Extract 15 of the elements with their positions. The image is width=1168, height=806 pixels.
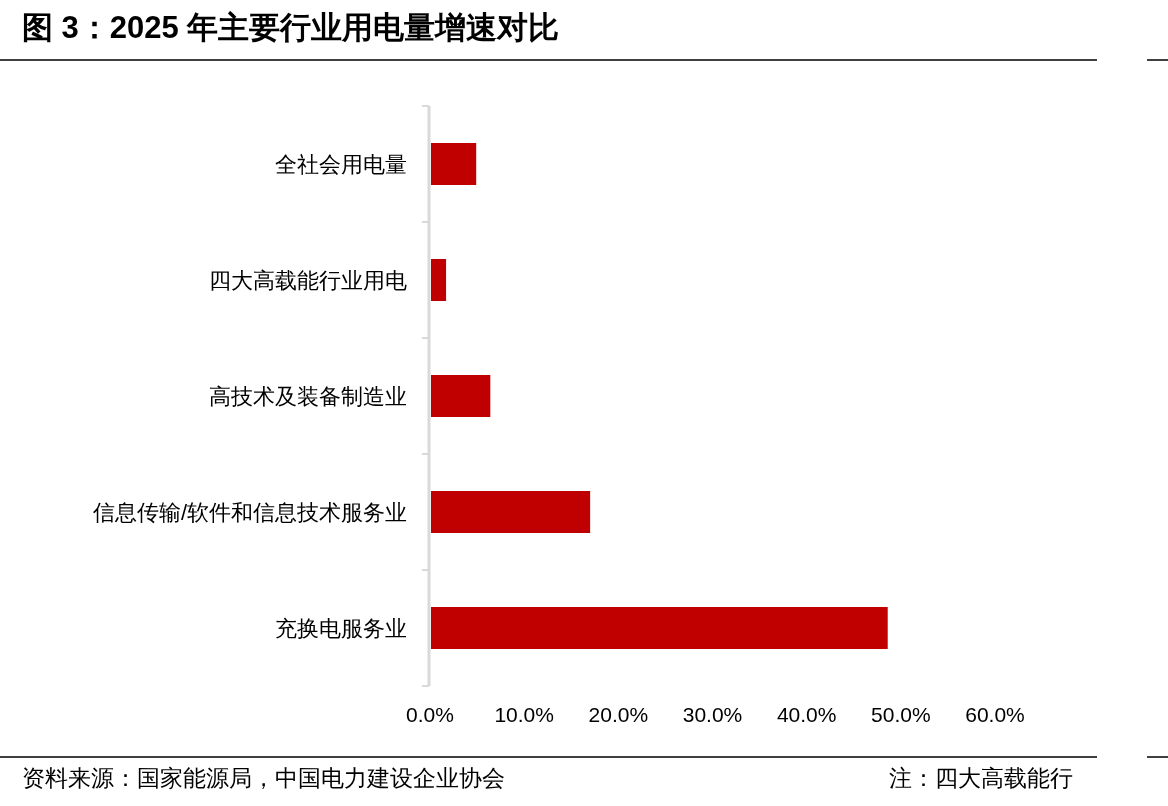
x-tick-label: 20.0% — [588, 703, 649, 726]
text: 注：四大高载能行 — [889, 765, 1073, 791]
y-tick-label: 四大高载能行业用电 — [209, 268, 407, 293]
x-tick-label: 50.0% — [871, 703, 931, 726]
y-tick-label: 充换电服务业 — [275, 616, 407, 641]
y-tick-label: 信息传输/软件和信息技术服务业 — [92, 500, 407, 525]
y-tick-label: 高技术及装备制造业 — [209, 384, 407, 409]
x-tick-label: 60.0% — [965, 703, 1025, 726]
chart-title: 图 3：2025 年主要行业用电量增速对比 — [22, 10, 560, 45]
x-tick-label: 30.0% — [682, 703, 743, 726]
x-tick-label: 0.0% — [406, 703, 454, 726]
y-tick-label: 全社会用电量 — [275, 152, 407, 177]
x-tick-label: 10.0% — [494, 703, 554, 726]
x-tick-label: 40.0% — [776, 703, 837, 726]
text: 资料来源：国家能源局，中国电力建设企业协会 — [22, 765, 505, 791]
